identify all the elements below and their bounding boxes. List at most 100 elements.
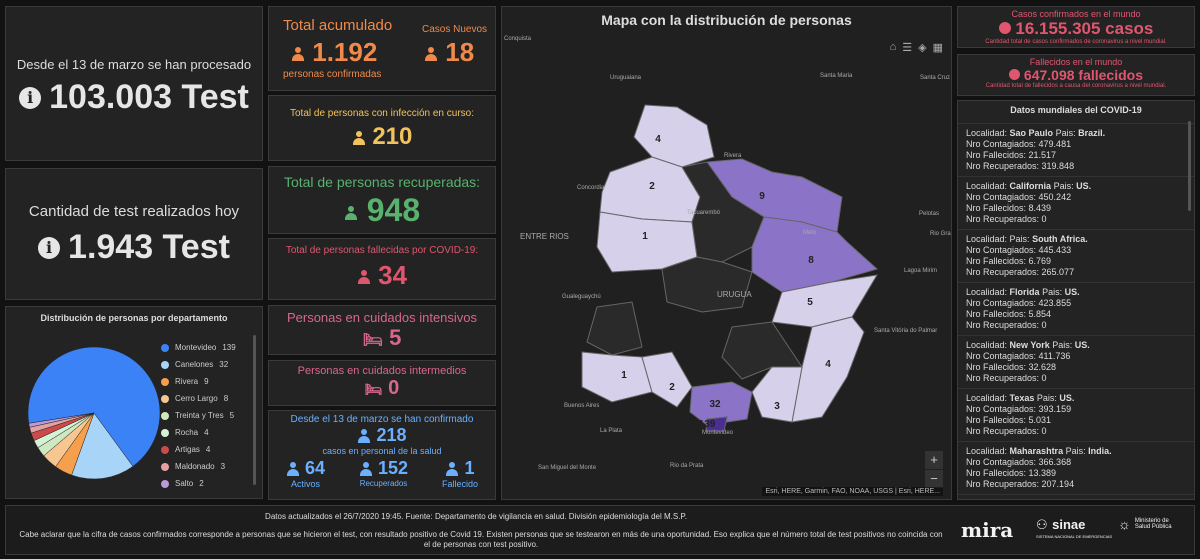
legend-item[interactable]: Montevideo 139: [161, 339, 251, 356]
today-tests-card: Cantidad de test realizados hoy i 1.943 …: [5, 168, 263, 300]
world-records-list[interactable]: Localidad: Sao Paulo Pais: Brazil. Nro Co…: [958, 123, 1194, 499]
map-title: Mapa con la distribución de personas: [601, 12, 852, 28]
world-record[interactable]: Localidad: Sao Paulo Pais: Brazil. Nro Co…: [958, 123, 1194, 176]
map-place-label: Rivera: [724, 153, 742, 159]
department-tacuarembo: [681, 161, 765, 263]
world-record[interactable]: Localidad: California Pais: US. Nro Conta…: [958, 176, 1194, 229]
legend-item[interactable]: Artigas 4: [161, 441, 251, 458]
legend-dot: [161, 479, 169, 488]
map-place-label: Santa Maria: [820, 73, 853, 79]
new-value: 18: [424, 37, 474, 68]
world-deaths-value: 647.098 fallecidos: [958, 67, 1194, 83]
world-cases-value: 16.155.305 casos: [958, 19, 1194, 39]
seal-icon: ☼: [1118, 516, 1131, 532]
legend-value: 4: [204, 428, 209, 437]
legend-dot: [161, 411, 169, 420]
department-durazno: [661, 256, 753, 313]
world-record[interactable]: Localidad: Pais: South Africa. Nro Contag…: [958, 229, 1194, 282]
person-icon: [359, 462, 373, 477]
list-icon[interactable]: ☰: [902, 42, 913, 54]
intermediate-title: Personas en cuidados intermedios: [297, 365, 467, 377]
processed-tests-card: Desde el 13 de marzo se han procesado i …: [5, 6, 263, 161]
zoom-out-button[interactable]: −: [925, 470, 943, 488]
intermediate-value: 🛏 0: [364, 377, 400, 399]
world-record[interactable]: Localidad: Maharashtra Pais: India. Nro C…: [958, 441, 1194, 494]
department-count-label: 9: [759, 191, 765, 202]
legend-item[interactable]: Rocha 4: [161, 424, 251, 441]
health-recovered: 152 Recuperados: [359, 458, 409, 488]
legend-item[interactable]: Treinta y Tres 5: [161, 407, 251, 424]
legend-label: Artigas: [175, 445, 200, 454]
legend-value: 32: [219, 360, 229, 369]
layers-icon[interactable]: ◈: [918, 42, 927, 54]
zoom-in-button[interactable]: +: [925, 451, 943, 469]
person-icon: [357, 270, 371, 285]
deaths-title: Total de personas fallecidas por COVID-1…: [285, 245, 479, 256]
info-icon: i: [19, 86, 42, 109]
department-san-jose: [641, 351, 693, 408]
department-count-label: 1: [642, 231, 648, 242]
person-icon: [344, 205, 358, 220]
world-record[interactable]: Localidad: New York Pais: US. Nro Contagi…: [958, 335, 1194, 388]
active-card: Total de personas con infección en curso…: [268, 95, 496, 161]
world-deaths-card: Fallecidos en el mundo 647.098 fallecido…: [957, 54, 1195, 96]
qr-icon[interactable]: ▦: [932, 42, 943, 54]
map-place-label: Santa Cruz do Sul: [920, 75, 952, 81]
map-place-label: Pelotas: [919, 211, 939, 217]
map-place-label: URUGUA: [717, 290, 752, 299]
world-record[interactable]: Localidad: Texas Pais: US. Nro Contagiado…: [958, 388, 1194, 441]
msp-logo: ☼ Ministerio de Salud Pública: [1118, 516, 1172, 532]
legend-item[interactable]: Canelones 32: [161, 356, 251, 373]
legend-item[interactable]: Rivera 9: [161, 373, 251, 390]
department-cerro-largo: [751, 216, 879, 293]
department-count-label: 2: [649, 181, 655, 192]
world-list-scrollbar[interactable]: [1188, 121, 1191, 211]
deaths-card: Total de personas fallecidas por COVID-1…: [268, 238, 496, 300]
legend-item[interactable]: Salto 2: [161, 475, 251, 492]
world-list-card: Datos mundiales del COVID-19 Localidad: …: [957, 100, 1195, 500]
legend-scrollbar[interactable]: [253, 335, 256, 485]
legend-value: 4: [205, 445, 211, 454]
home-icon[interactable]: ⌂: [889, 41, 897, 53]
pie-legend: Montevideo 139 Canelones 32 Rivera 9 Cerro Lar…: [161, 339, 251, 492]
world-cases-sub: Cantidad total de casos confirmados de c…: [985, 39, 1167, 45]
world-deaths-sub: Cantidad total de fallecidos a causa del…: [985, 83, 1167, 89]
person-icon: [291, 47, 305, 62]
legend-dot: [161, 343, 169, 352]
world-record[interactable]: Localidad: Pais: Iran.Nro Contagiados: 2…: [958, 494, 1194, 499]
legend-item[interactable]: Cerro Largo 8: [161, 390, 251, 407]
legend-dot: [161, 428, 169, 437]
info-icon: [1009, 69, 1021, 80]
uruguay-map[interactable]: Uruguaiana Santa Maria Santa Cruz do Sul Co…: [502, 7, 952, 500]
pie-title: Distribución de personas por departament…: [40, 313, 228, 323]
active-value: 210: [269, 123, 495, 151]
department-colonia: [581, 351, 653, 403]
pie-slice-salto[interactable]: [28, 412, 95, 428]
legend-item[interactable]: Maldonado 3: [161, 458, 251, 475]
pie-chart[interactable]: [24, 343, 164, 483]
legend-label: Treinta y Tres: [175, 411, 224, 420]
info-icon: i: [38, 236, 61, 259]
map-place-label: Concordia: [577, 185, 605, 191]
legend-value: 9: [204, 377, 209, 386]
sinae-icon: ⚇: [1036, 517, 1048, 532]
total-sub: personas confirmadas: [283, 69, 382, 80]
department-lavalleja: [721, 321, 803, 380]
health-staff-card: Desde el 13 de marzo se han confirmado 2…: [268, 410, 496, 500]
processed-value: i 103.003 Test: [6, 78, 262, 117]
world-record[interactable]: Localidad: Florida Pais: US. Nro Contagia…: [958, 282, 1194, 335]
intermediate-card: Personas en cuidados intermedios 🛏 0: [268, 360, 496, 406]
department-count-label: 1: [621, 370, 627, 381]
recovered-value: 948: [269, 192, 495, 229]
legend-label: Canelones: [175, 360, 214, 369]
health-deceased: 1 Fallecido: [441, 458, 479, 489]
department-count-label: 3: [774, 401, 780, 412]
legend-value: 3: [220, 462, 226, 471]
map-place-label: Uruguaiana: [610, 75, 642, 81]
pie-slice-canelones[interactable]: [71, 412, 134, 480]
map-place-label: Santa Vitória do Palmar: [874, 328, 937, 334]
map-panel[interactable]: Mapa con la distribución de personas ⌂ ☰…: [501, 6, 952, 500]
pie-slice-montevideo[interactable]: [27, 346, 161, 467]
world-deaths-title: Fallecidos en el mundo: [1029, 57, 1123, 67]
map-place-label: Montevideo: [702, 430, 734, 436]
